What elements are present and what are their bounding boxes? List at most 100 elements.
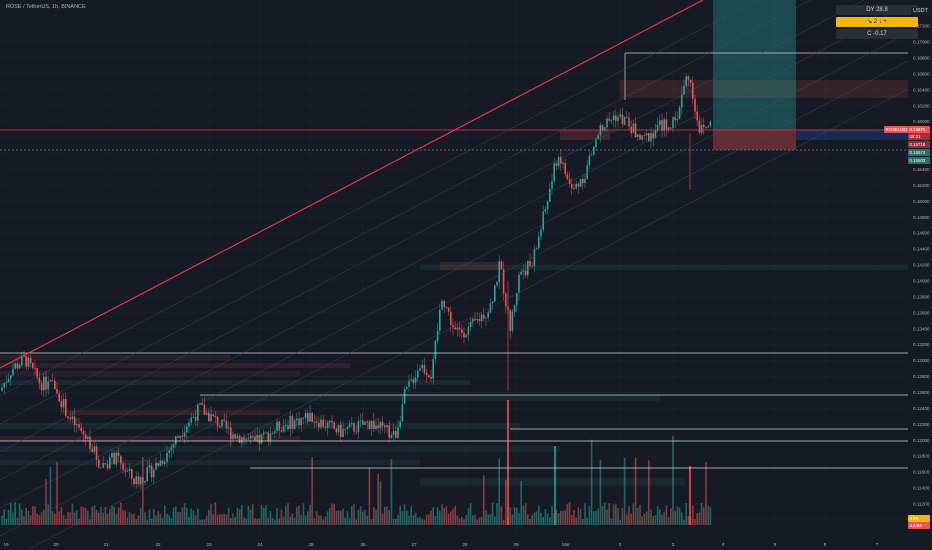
volume-bar (219, 514, 221, 525)
volume-bar (232, 513, 234, 525)
price-tag-label: 0.15574 (910, 150, 926, 155)
candle-body (331, 420, 333, 423)
volume-bar (359, 506, 362, 525)
candle-body (520, 271, 522, 275)
candle-body (487, 312, 489, 318)
volume-bar (698, 512, 701, 525)
volume-bar (362, 511, 364, 525)
candle-body (168, 450, 170, 453)
volume-bar (529, 518, 531, 525)
volume-bar (241, 504, 243, 525)
candle-body (10, 375, 12, 379)
symbol-header[interactable]: ROSE / TetherUS, 1h, BINANCE (6, 4, 86, 10)
candle-body (25, 355, 27, 367)
candle-body (379, 422, 382, 429)
price-tick: 0.14000 (913, 278, 930, 283)
candle-body (560, 156, 562, 164)
candle-body (612, 115, 615, 121)
price-tag-label: 3.9K (910, 516, 919, 521)
volume-bar (601, 506, 604, 525)
price-tick: 0.12600 (913, 390, 930, 395)
candle-body (269, 433, 272, 442)
volume-bar (329, 507, 331, 525)
volume-bar (579, 509, 582, 525)
candle-body (661, 120, 663, 131)
price-tick: 0.16000 (913, 119, 930, 124)
candle-body (16, 363, 19, 369)
candle-body (381, 422, 384, 426)
volume-bar (641, 516, 643, 525)
volume-bar (355, 519, 357, 525)
volume-bar (443, 508, 445, 525)
candle-body (390, 434, 393, 439)
volume-bar (447, 513, 450, 525)
candle-body (12, 368, 14, 376)
currency-label[interactable]: USDT (911, 7, 930, 15)
volume-bar (379, 481, 382, 525)
volume-bar (278, 518, 280, 525)
volume-bar (192, 510, 195, 525)
candle-body (23, 355, 25, 357)
parallel-channel-line (0, 0, 758, 397)
candle-body (34, 367, 36, 369)
candle-body (60, 401, 63, 408)
candle-body (577, 183, 580, 187)
volume-bar (318, 515, 320, 525)
volume-bar (194, 515, 197, 525)
candle-body (252, 436, 254, 437)
volume-bar (557, 512, 560, 525)
candle-body (236, 435, 239, 439)
volume-bar (128, 511, 131, 525)
candle-body (89, 436, 91, 449)
volume-bar (674, 510, 676, 525)
volume-bar (245, 518, 247, 525)
candle-body (324, 426, 327, 428)
volume-bar (571, 515, 573, 525)
volume-bar (586, 517, 588, 525)
volume-bar (434, 515, 437, 525)
volume-bar (458, 518, 461, 525)
price-tag (908, 515, 930, 522)
candle-body (648, 133, 650, 142)
volume-bar (60, 506, 63, 525)
candle-body (687, 76, 690, 80)
candle-body (447, 307, 450, 312)
candle-body (326, 422, 329, 428)
price-tick: 0.11800 (913, 454, 930, 459)
volume-bar (269, 510, 272, 525)
volume-bar (230, 517, 232, 525)
candle-body (142, 477, 144, 483)
candle-body (454, 327, 456, 330)
volume-bar (256, 518, 258, 525)
volume-bar (632, 503, 635, 525)
volume-bar (390, 459, 393, 525)
price-tag (908, 141, 930, 148)
volume-bar (333, 504, 335, 525)
candle-body (364, 421, 366, 425)
candle-body (538, 236, 540, 249)
volume-bar (227, 507, 230, 525)
time-tick: 28 (462, 542, 468, 547)
candle-body (467, 326, 470, 336)
candle-body (309, 412, 311, 422)
price-zone (200, 395, 660, 401)
volume-bar (412, 515, 415, 525)
candle-body (403, 388, 406, 405)
price-zone (0, 460, 420, 465)
price-tag-label: 4.44M (910, 523, 923, 528)
candle-body (432, 359, 434, 379)
candle-body (659, 120, 661, 126)
time-tick: 2 (619, 542, 622, 547)
volume-bar (652, 516, 654, 525)
volume-bar (516, 507, 518, 525)
volume-bar (700, 502, 703, 525)
candle-body (610, 120, 613, 121)
volume-bar (595, 510, 597, 525)
candle-body (73, 416, 76, 426)
volume-bar (678, 507, 681, 525)
candle-body (247, 438, 250, 440)
candle-body (302, 417, 305, 419)
candle-body (531, 265, 533, 267)
candle-body (397, 427, 399, 438)
